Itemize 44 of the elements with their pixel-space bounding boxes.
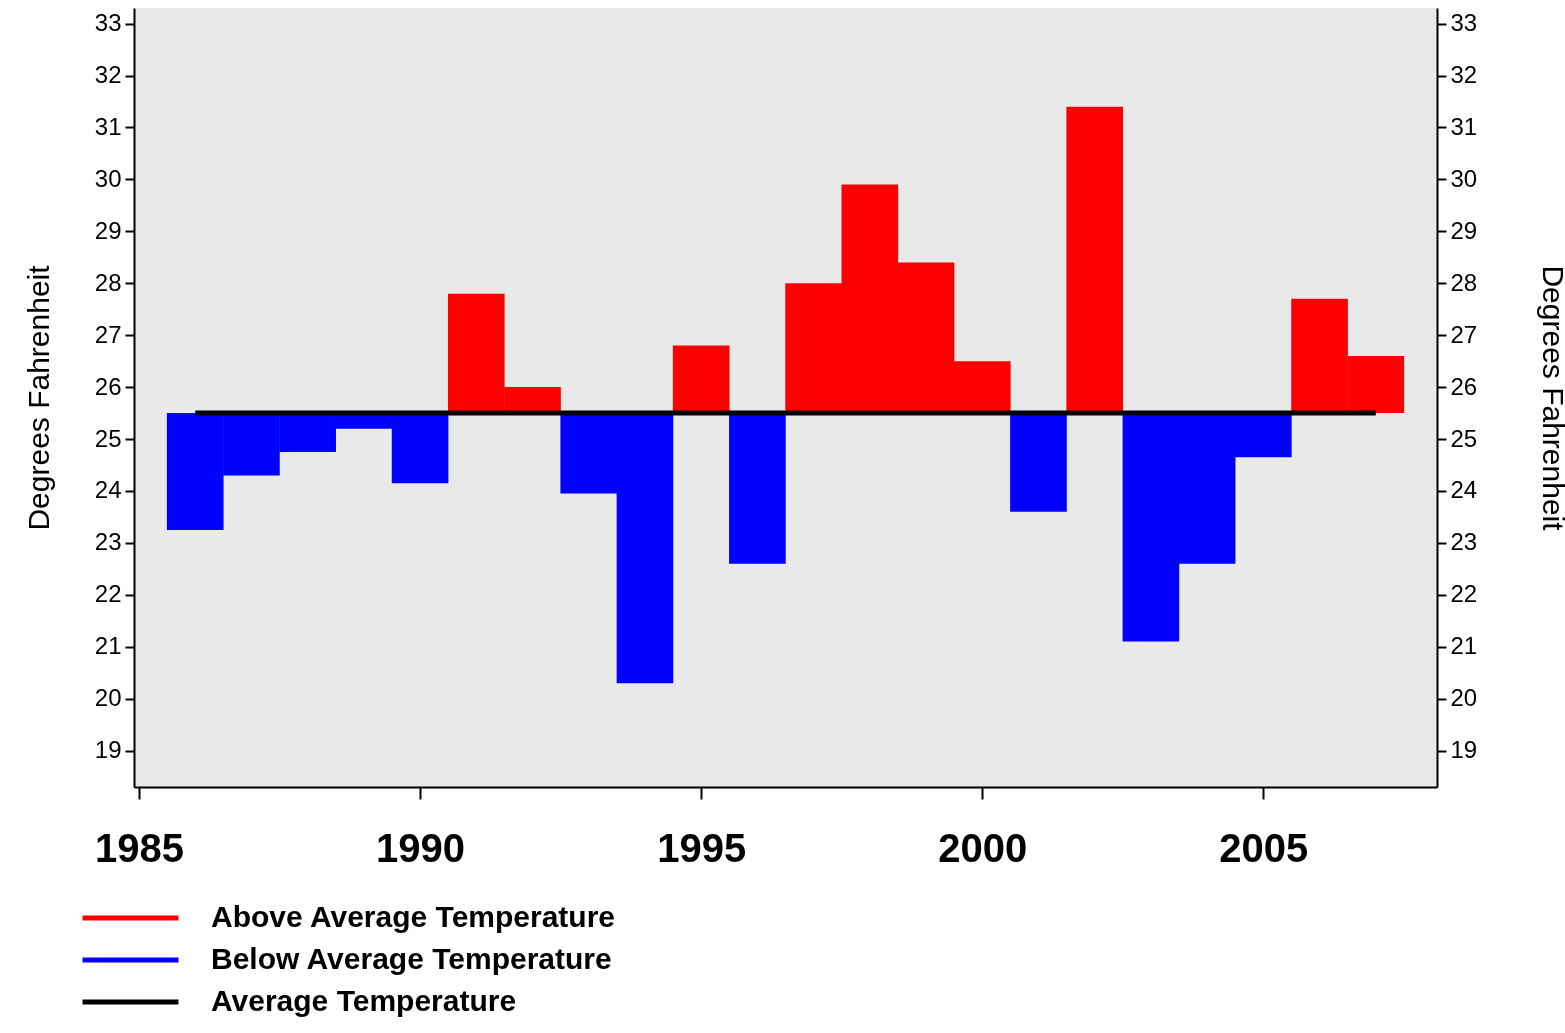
y2-tick-label: 20 [1450,684,1478,712]
y-tick-label: 28 [94,268,122,296]
y2-tick-label: 21 [1450,632,1478,660]
y-tick-label: 29 [94,216,122,244]
y-tick-label: 32 [94,61,122,89]
x-tick-label: 1985 [95,825,184,870]
y2-tick-label: 23 [1450,528,1478,556]
y2-axis-title: Degrees Fahrenheit [1537,265,1565,532]
y-tick-label: 31 [94,112,122,140]
y-tick-label: 22 [94,580,122,608]
y2-tick-label: 25 [1450,424,1478,452]
x-tick-label: 2005 [1219,825,1309,870]
y-tick-label: 33 [94,9,122,37]
y2-tick-label: 30 [1450,164,1478,192]
y2-tick-label: 26 [1450,372,1478,400]
y-tick-label: 24 [94,476,122,504]
y2-tick-label: 32 [1450,61,1478,89]
y2-tick-label: 22 [1450,580,1478,608]
y2-tick-label: 31 [1450,112,1478,140]
y-tick-label: 19 [94,736,122,764]
bar [1010,413,1067,512]
y2-tick-label: 29 [1450,216,1478,244]
legend-label: Above Average Temperature [211,900,616,933]
y2-tick-label: 28 [1450,268,1478,296]
legend-label: Average Temperature [211,984,517,1017]
y-tick-label: 21 [94,632,122,660]
x-tick-label: 1995 [657,825,747,870]
bar [672,345,730,414]
legend-label: Below Average Temperature [211,942,612,975]
bar [729,413,786,564]
y2-tick-label: 24 [1450,476,1478,504]
y-tick-label: 23 [94,528,122,556]
y-tick-label: 25 [94,424,122,452]
x-tick-label: 2000 [938,825,1028,870]
y-tick-label: 26 [94,372,122,400]
y-tick-label: 27 [94,320,122,348]
y-axis-title: Degrees Fahrenheit [21,264,55,531]
y2-tick-label: 19 [1450,736,1478,764]
bar [1066,106,1124,414]
y-tick-label: 20 [94,684,122,712]
x-tick-label: 1990 [376,825,466,870]
y2-tick-label: 27 [1450,320,1478,348]
y2-tick-label: 33 [1450,9,1478,37]
y-tick-label: 30 [94,164,122,192]
